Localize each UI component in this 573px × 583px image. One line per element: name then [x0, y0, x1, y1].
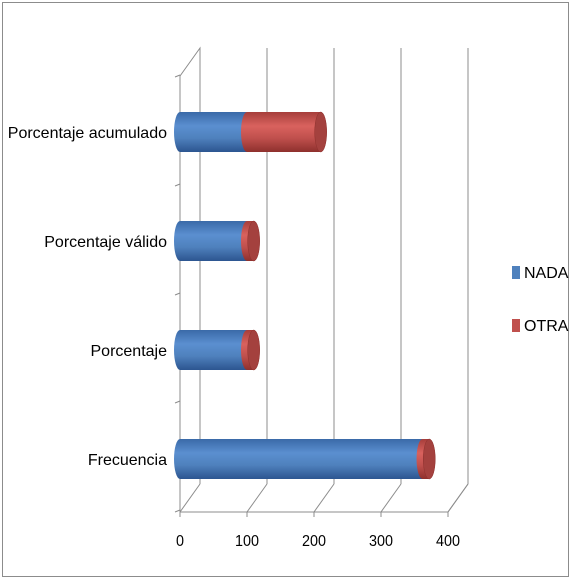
y-tick-mark	[174, 400, 181, 404]
bar-nada	[174, 221, 253, 261]
y-category-label: Porcentaje válido	[44, 234, 167, 251]
x-tick-label: 100	[235, 533, 259, 550]
gridline-floor	[313, 483, 335, 513]
y-category-label: Frecuencia	[88, 452, 167, 469]
chart-frame: 0 100 200 300 400 Porcentaje acumulado Porcent…	[2, 2, 569, 577]
left-wall	[179, 46, 201, 512]
bar-end-cap	[247, 220, 260, 262]
bar-end-cap	[422, 438, 436, 480]
legend: NADA OTRA	[512, 265, 569, 335]
gridline-floor	[380, 483, 402, 513]
gridline-floor	[447, 483, 469, 513]
y-tick-mark	[174, 183, 181, 187]
bar-chart: 0 100 200 300 400 Porcentaje acumulado Porcent…	[8, 46, 569, 550]
x-tick-label: 300	[369, 533, 393, 550]
x-tick-label: 0	[176, 533, 184, 550]
legend-swatch-otra	[512, 319, 520, 332]
bar-nada	[174, 112, 253, 152]
legend-label: OTRA	[524, 318, 569, 335]
bar-nada	[174, 330, 253, 370]
y-tick-mark	[174, 292, 181, 296]
bars	[174, 111, 436, 480]
axes	[174, 74, 449, 517]
y-tick-mark	[174, 509, 181, 513]
y-tick-mark	[174, 74, 181, 78]
legend-swatch-nada	[512, 266, 520, 279]
bar-nada	[174, 439, 429, 479]
axis-labels: 0 100 200 300 400 Porcentaje acumulado Porcent…	[8, 125, 460, 550]
gridline-floor	[246, 483, 268, 513]
bar-otra	[241, 112, 327, 152]
y-category-label: Porcentaje acumulado	[8, 125, 167, 142]
gridline-floor	[179, 483, 201, 513]
bar-end-cap	[247, 329, 260, 371]
x-tick-label: 200	[302, 533, 326, 550]
y-category-label: Porcentaje	[91, 343, 168, 360]
x-tick-label: 400	[436, 533, 460, 550]
bar-end-cap	[314, 111, 327, 153]
legend-label: NADA	[524, 265, 569, 282]
